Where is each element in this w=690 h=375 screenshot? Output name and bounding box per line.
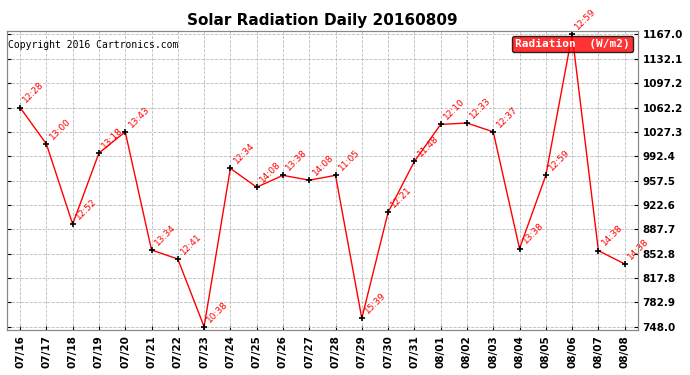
Text: 14:08: 14:08 (310, 153, 335, 177)
Text: 15:39: 15:39 (363, 291, 388, 315)
Text: 13:38: 13:38 (521, 221, 546, 246)
Text: 12:34: 12:34 (232, 141, 256, 166)
Text: 12:28: 12:28 (21, 80, 46, 105)
Text: 13:34: 13:34 (153, 223, 177, 247)
Text: 13:18: 13:18 (100, 126, 125, 150)
Text: 12:21: 12:21 (389, 185, 414, 210)
Text: 14:38: 14:38 (626, 237, 651, 261)
Text: 12:59: 12:59 (547, 148, 572, 172)
Legend: Radiation  (W/m2): Radiation (W/m2) (511, 36, 633, 52)
Text: 12:52: 12:52 (74, 197, 99, 221)
Text: 14:38: 14:38 (600, 224, 624, 248)
Text: 12:37: 12:37 (495, 105, 519, 129)
Text: 13:43: 13:43 (127, 105, 151, 129)
Text: 13:38: 13:38 (284, 148, 309, 172)
Text: 12:59: 12:59 (573, 7, 598, 32)
Text: 12:33: 12:33 (469, 96, 493, 120)
Text: Copyright 2016 Cartronics.com: Copyright 2016 Cartronics.com (8, 40, 178, 50)
Text: 13:00: 13:00 (48, 117, 72, 141)
Text: 11:48: 11:48 (416, 134, 440, 159)
Text: 12:10: 12:10 (442, 97, 466, 122)
Title: Solar Radiation Daily 20160809: Solar Radiation Daily 20160809 (187, 13, 457, 28)
Text: 11:05: 11:05 (337, 148, 362, 172)
Text: 10:38: 10:38 (206, 299, 230, 324)
Text: 14:08: 14:08 (258, 160, 283, 184)
Text: 12:41: 12:41 (179, 232, 204, 256)
